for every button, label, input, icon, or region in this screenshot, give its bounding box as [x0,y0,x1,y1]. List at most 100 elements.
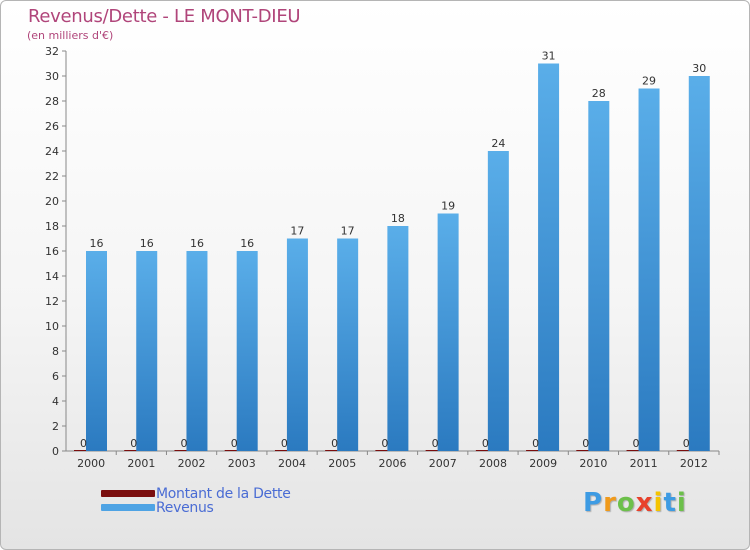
dette-bar [576,450,598,451]
dette-bar [224,450,246,451]
y-tick-label: 28 [45,95,59,108]
y-tick-label: 24 [45,145,59,158]
revenus-value-label: 24 [491,137,505,150]
x-tick-label: 2004 [278,457,306,470]
revenus-value-label: 16 [240,237,254,250]
revenus-bar [538,63,560,451]
revenus-value-label: 16 [140,237,154,250]
dette-value-label: 0 [80,437,87,450]
logo-letter: t [663,488,677,518]
dette-bar [274,450,296,451]
x-tick-label: 2012 [680,457,708,470]
revenus-bar [387,226,409,451]
dette-value-label: 0 [281,437,288,450]
y-tick-label: 20 [45,195,59,208]
y-tick-label: 4 [52,395,59,408]
revenus-value-label: 30 [692,62,706,75]
revenus-bar [136,251,158,451]
y-tick-label: 16 [45,245,59,258]
dette-value-label: 0 [331,437,338,450]
dette-bar [475,450,497,451]
proxiti-logo: Proxiti [583,488,687,518]
revenus-value-label: 17 [290,225,304,238]
chart-labels: 0 16 0 16 0 16 0 16 0 17 0 17 0 18 0 19 0 24 0 31 0 28 0 29 0 30 [80,50,706,451]
y-tick-label: 14 [45,270,59,283]
revenus-value-label: 31 [542,50,556,63]
dette-bar [676,450,698,451]
x-tick-label: 2008 [479,457,507,470]
legend-label-dette: Montant de la Dette [156,486,291,502]
revenus-bar [86,251,107,451]
revenus-value-label: 17 [341,225,355,238]
x-tick-label: 2005 [328,457,356,470]
legend-swatch-revenus [101,504,155,511]
x-tick-label: 2011 [630,457,658,470]
chart-bars [74,63,710,451]
revenus-bar [437,213,459,451]
y-tick-label: 8 [52,345,59,358]
y-tick-label: 6 [52,370,59,383]
dette-value-label: 0 [432,437,439,450]
dette-bar [425,450,447,451]
y-tick-label: 2 [52,420,59,433]
revenus-bar [186,251,208,451]
chart-title: Revenus/Dette - LE MONT-DIEU [28,6,301,27]
y-tick-label: 26 [45,120,59,133]
revenus-bar [688,76,710,451]
logo-letter: P [583,488,604,518]
dette-value-label: 0 [582,437,589,450]
dette-value-label: 0 [532,437,539,450]
dette-bar [325,450,347,451]
revenus-value-label: 16 [190,237,204,250]
y-tick-label: 30 [45,70,59,83]
dette-value-label: 0 [633,437,640,450]
revenus-bar [588,101,610,451]
dette-bar [526,450,548,451]
x-tick-label: 2001 [127,457,155,470]
dette-value-label: 0 [683,437,690,450]
dette-value-label: 0 [482,437,489,450]
chart-subtitle: (en milliers d'€) [27,29,114,42]
x-tick-label: 2002 [178,457,206,470]
y-tick-label: 18 [45,220,59,233]
y-tick-label: 12 [45,295,59,308]
dette-value-label: 0 [180,437,187,450]
dette-bar [124,450,146,451]
x-tick-label: 2010 [579,457,607,470]
y-tick-label: 32 [45,45,59,58]
dette-value-label: 0 [130,437,137,450]
x-tick-label: 2006 [379,457,407,470]
revenus-value-label: 16 [90,237,104,250]
revenus-value-label: 29 [642,75,656,88]
logo-letter: x [635,488,654,518]
legend-label-revenus: Revenus [156,500,214,516]
y-tick-label: 10 [45,320,59,333]
logo-letter: o [616,488,636,518]
logo-letter: i [653,488,664,518]
y-tick-label: 22 [45,170,59,183]
revenus-bar [286,238,308,451]
dette-bar [626,450,648,451]
dette-value-label: 0 [381,437,388,450]
revenus-bar [638,88,660,451]
revenus-bar [487,151,509,451]
revenus-value-label: 18 [391,212,405,225]
revenus-value-label: 19 [441,200,455,213]
dette-bar [74,450,95,451]
revenus-bar [337,238,359,451]
dette-value-label: 0 [231,437,238,450]
legend-swatch-dette [101,490,155,497]
revenus-bar [236,251,258,451]
x-tick-label: 2007 [429,457,457,470]
logo-letter: r [603,488,617,518]
logo-letter: i [676,488,687,518]
x-tick-label: 2003 [228,457,256,470]
revenus-value-label: 28 [592,87,606,100]
y-tick-label: 0 [52,445,59,458]
x-tick-label: 2000 [77,457,105,470]
x-tick-label: 2009 [529,457,557,470]
dette-bar [174,450,196,451]
dette-bar [375,450,397,451]
